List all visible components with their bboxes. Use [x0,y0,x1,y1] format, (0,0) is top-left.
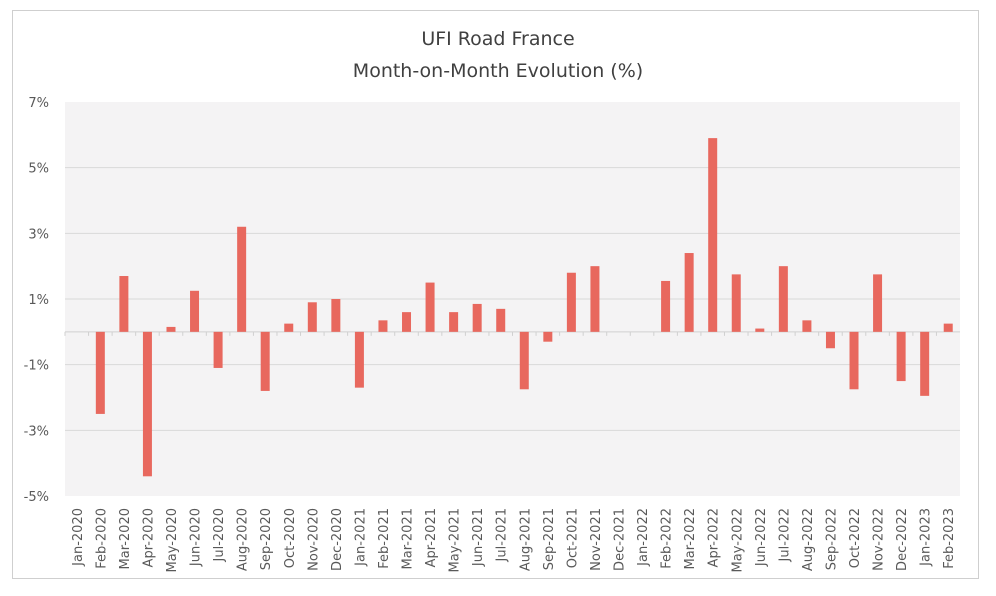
bar [873,274,883,332]
x-tick-label: Oct-2020 [283,508,298,568]
bar [566,272,576,332]
x-tick-label: Jan-2020 [71,508,86,567]
x-tick-label: Jan-2021 [353,508,368,567]
bar [213,331,223,368]
x-tick-label: Apr-2020 [141,508,156,567]
bar [190,290,200,332]
x-tick-label: Apr-2021 [424,508,439,567]
x-tick-label: Sep-2021 [542,508,557,570]
x-tick-label: Oct-2022 [848,508,863,568]
bar [661,280,671,332]
y-tick-label: 1% [28,293,49,308]
y-tick-label: -1% [24,359,49,374]
x-tick-label: Jun-2021 [471,508,486,567]
x-tick-label: Aug-2020 [236,508,251,571]
x-tick-label: Feb-2020 [94,508,109,569]
bar [755,328,765,332]
bar [708,138,718,332]
bar [307,302,317,332]
x-tick-label: Jun-2022 [754,508,769,567]
bar [943,323,953,332]
x-tick-label: Jan-2023 [919,508,934,567]
y-tick-label: 5% [28,162,49,177]
x-tick-label: Jul-2020 [212,508,227,562]
x-tick-label: Feb-2021 [377,508,392,569]
bar [166,326,176,332]
chart-subtitle: Month-on-Month Evolution (%) [352,60,644,82]
bar [119,276,129,332]
x-tick-label: Aug-2022 [801,508,816,571]
bar [731,274,741,332]
bar [378,320,388,332]
x-tick-label: Dec-2020 [330,508,345,571]
chart-title: UFI Road France [421,28,575,50]
bar [237,226,247,332]
x-tick-label: Mar-2021 [401,508,416,569]
x-tick-label: Nov-2021 [589,508,604,571]
x-tick-label: Sep-2020 [259,508,274,570]
bar [802,320,812,332]
x-tick-label: Feb-2023 [942,508,957,569]
x-tick-label: Oct-2021 [565,508,580,568]
x-tick-label: Jun-2020 [189,508,204,567]
bar [142,331,152,477]
bar [472,303,482,332]
x-tick-label: Feb-2022 [660,508,675,569]
bar [496,308,506,332]
bar [425,282,435,332]
bar [684,253,694,332]
x-tick-label: Mar-2022 [683,508,698,569]
bar [95,331,105,414]
x-tick-label: Dec-2021 [612,508,627,571]
x-tick-label: Mar-2020 [118,508,133,569]
x-tick-label: Nov-2020 [306,508,321,571]
bar [849,331,859,390]
bar [331,299,341,332]
bar [825,331,835,349]
y-tick-label: 7% [28,96,49,111]
y-tick-label: -3% [24,424,49,439]
bar [449,312,459,332]
chart-frame [12,10,979,579]
x-tick-label: Jul-2022 [777,508,792,562]
bar [260,331,270,391]
x-tick-label: May-2022 [730,508,745,572]
bar [519,331,529,390]
y-tick-label: 3% [28,227,49,242]
x-tick-label: Jan-2022 [636,508,651,567]
bar [284,323,294,332]
bar [402,312,412,332]
x-tick-label: May-2020 [165,508,180,572]
x-tick-label: May-2021 [448,508,463,572]
bar [920,331,930,396]
x-tick-label: Dec-2022 [895,508,910,571]
x-tick-label: Apr-2022 [707,508,722,567]
bar [896,331,906,382]
y-tick-label: -5% [24,490,49,505]
x-tick-label: Aug-2021 [518,508,533,571]
x-tick-label: Jul-2021 [495,508,510,562]
bar [590,266,600,332]
bar [543,331,553,342]
bar [354,331,364,388]
x-tick-label: Nov-2022 [872,508,887,571]
x-tick-label: Sep-2022 [824,508,839,570]
bar [778,266,788,332]
